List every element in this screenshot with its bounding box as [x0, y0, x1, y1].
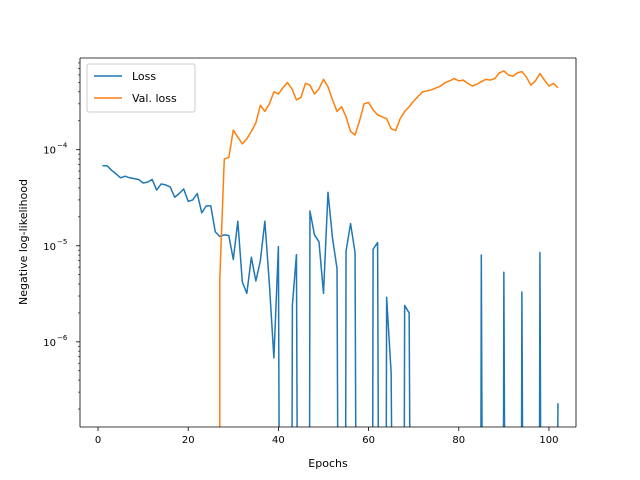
- legend-label-val-loss: Val. loss: [132, 92, 177, 105]
- series-line-0: [102, 165, 559, 427]
- y-tick-label: 10: [43, 146, 56, 157]
- x-tick-label: 0: [95, 435, 101, 446]
- y-tick-exponent: −5: [57, 238, 67, 246]
- x-axis-ticks: 0 20 40 60 80 100: [95, 427, 558, 446]
- x-tick-label: 20: [182, 435, 195, 446]
- y-tick-label: 10: [43, 242, 56, 253]
- y-tick-exponent: −6: [57, 334, 68, 342]
- plot-area: [80, 58, 576, 427]
- series-layer: [102, 70, 559, 427]
- axes-frame: [79, 57, 577, 428]
- series-line-1: [219, 70, 559, 427]
- y-axis-label: Negative log-likelihood: [17, 179, 30, 305]
- legend: Loss Val. loss: [86, 63, 196, 113]
- y-axis-ticks: 10−610−510−4: [43, 62, 80, 410]
- y-tick-label: 10: [43, 338, 56, 349]
- x-tick-label: 60: [362, 435, 375, 446]
- y-tick-exponent: −4: [57, 142, 68, 150]
- legend-label-loss: Loss: [132, 70, 156, 83]
- x-tick-label: 40: [272, 435, 285, 446]
- x-tick-label: 80: [452, 435, 465, 446]
- x-axis-label: Epochs: [308, 457, 348, 470]
- x-tick-label: 100: [539, 435, 558, 446]
